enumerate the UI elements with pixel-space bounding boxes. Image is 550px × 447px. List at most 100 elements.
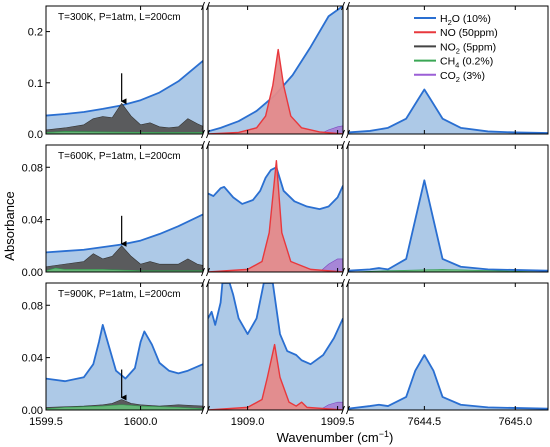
panel-frame	[45, 5, 204, 135]
axis-break-gap	[203, 278, 208, 288]
legend-entry-no2: NO2 (5ppm)	[440, 41, 496, 55]
axis-break-mark	[341, 405, 345, 415]
ch4-line	[46, 131, 203, 133]
ch4-line	[46, 404, 203, 409]
panel-row-2: 0.00 0.04 0.08 T=600K, P=1atm, L=200cm	[22, 140, 549, 279]
h2o-line	[348, 179, 548, 272]
h2o-line	[208, 166, 343, 211]
x-axis-label-end: )	[389, 430, 393, 445]
axis-break-gap	[203, 405, 208, 415]
no-line	[208, 48, 343, 134]
h2o-area	[348, 355, 548, 410]
axis-break-mark	[341, 140, 345, 150]
plot-area: 0.0 0.1 0.2 T=300K, P=1atm, L=200cm 0.00 0.04…	[22, 1, 549, 428]
axis-break-mark	[341, 278, 345, 288]
panel-r3-s3	[348, 354, 548, 410]
y-tick-label: 0.00	[22, 267, 43, 279]
h2o-area	[208, 6, 343, 134]
axis-break-mark	[346, 278, 350, 288]
h2o-area	[348, 180, 548, 272]
ch4-line	[46, 267, 203, 271]
axis-break-gap	[343, 267, 348, 277]
axis-break-mark	[206, 278, 210, 288]
no-line	[208, 343, 343, 410]
y-tick-label: 0.0	[28, 129, 43, 141]
axis-break-gap	[203, 140, 208, 150]
panel-frame	[45, 282, 204, 411]
axis-break-mark	[201, 267, 205, 277]
axis-break-gap	[203, 267, 208, 277]
no2-line	[46, 245, 203, 268]
axis-break-gap	[343, 278, 348, 288]
axis-break-mark	[346, 1, 350, 11]
legend-entry-ch4: CH4 (0.2%)	[440, 56, 493, 70]
no-area	[208, 344, 343, 410]
legend-entry-h2o: H2O (10%)	[440, 13, 491, 27]
axis-break-mark	[201, 140, 205, 150]
legend-entry-no: NO (50ppm)	[440, 27, 498, 39]
ch4-area	[46, 404, 203, 410]
y-tick-label: 0.04	[22, 215, 43, 227]
axis-break-mark	[346, 140, 350, 150]
h2o-line	[46, 324, 203, 383]
y-tick-label: 0.08	[22, 162, 43, 174]
axis-break-mark	[201, 129, 205, 139]
h2o-area	[46, 324, 203, 410]
no-area	[208, 160, 343, 272]
x-tick-label: 1600.0	[124, 416, 158, 428]
axis-break-mark	[201, 405, 205, 415]
panel-frame	[207, 282, 344, 411]
axis-break-gap	[343, 405, 348, 415]
co2-line	[319, 258, 343, 272]
h2o-area	[348, 89, 548, 134]
panel-frame	[347, 144, 549, 273]
h2o-area	[46, 60, 203, 134]
no2-line	[46, 102, 203, 131]
axis-break-mark	[341, 267, 345, 277]
ch4-line	[348, 269, 548, 272]
panel-r2-s3	[348, 179, 548, 272]
panel-r1-s1	[46, 60, 203, 134]
x-tick-label: 1909.0	[231, 416, 265, 428]
panel-r3-s1	[46, 324, 203, 410]
legend-entry-co2: CO2 (3%)	[440, 70, 485, 84]
condition-label: T=300K, P=1atm, L=200cm	[58, 12, 181, 23]
axis-break-gap	[343, 1, 348, 11]
condition-label: T=600K, P=1atm, L=200cm	[58, 151, 181, 162]
panel-frame	[347, 282, 549, 411]
x-axis-label-main: Wavenumber (cm	[277, 430, 379, 445]
y-tick-label: 0.2	[28, 27, 43, 39]
axis-break-gap	[343, 129, 348, 139]
axis-break-mark	[346, 405, 350, 415]
x-tick-label: 1599.5	[29, 416, 63, 428]
axis-break-mark	[341, 129, 345, 139]
no2-area	[46, 245, 203, 272]
axis-break-mark	[206, 140, 210, 150]
h2o-area	[46, 214, 203, 272]
panel-r2-s2	[208, 160, 343, 272]
ch4-area	[46, 131, 203, 134]
co2-line	[319, 401, 343, 410]
h2o-line	[348, 354, 548, 410]
x-tick-label: 1909.5	[321, 416, 355, 428]
panel-row-1: 0.0 0.1 0.2 T=300K, P=1atm, L=200cm	[28, 1, 549, 141]
y-tick-label: 0.1	[28, 78, 43, 90]
axis-break-mark	[346, 267, 350, 277]
axis-break-gap	[203, 129, 208, 139]
axis-break-mark	[201, 278, 205, 288]
y-axis-label: Absorbance	[2, 191, 17, 260]
panel-r1-s3	[348, 88, 548, 134]
panel-r1-s2	[208, 6, 343, 134]
x-tick-label: 7644.5	[408, 416, 442, 428]
panel-frame	[207, 144, 344, 273]
y-tick-label: 0.08	[22, 300, 43, 312]
condition-label: T=900K, P=1atm, L=200cm	[58, 289, 181, 300]
no2-area	[46, 103, 203, 134]
panel-row-3: 0.00 0.04 0.08 T=900K, P=1atm, L=200cm	[22, 278, 549, 417]
panel-r3-s2	[208, 283, 343, 410]
axis-break-mark	[206, 129, 210, 139]
ch4-area	[46, 268, 203, 272]
panel-r2-s1	[46, 213, 203, 272]
h2o-line	[348, 88, 548, 134]
